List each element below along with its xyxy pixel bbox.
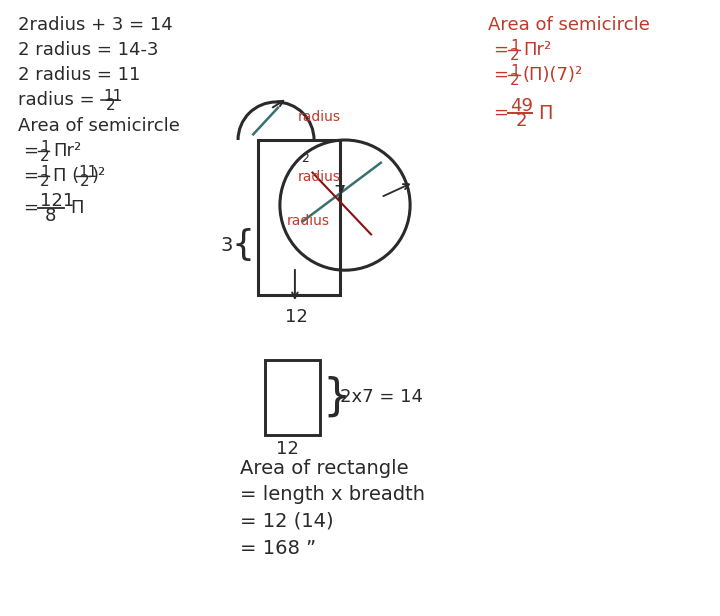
Text: 2 radius = 14-3: 2 radius = 14-3 [18,41,158,59]
Text: 8: 8 [45,207,56,225]
Text: Area of semicircle: Area of semicircle [18,117,180,135]
Text: radius: radius [287,214,330,227]
Text: = 168 ”: = 168 ” [240,538,316,557]
Text: 11: 11 [78,164,97,179]
Text: =: = [23,142,38,160]
Text: 1: 1 [510,39,520,54]
Text: radius: radius [297,170,341,184]
Text: radius: radius [297,110,341,124]
Text: 49: 49 [510,97,533,115]
Text: Area of semicircle: Area of semicircle [488,16,650,34]
Text: (Π)(7)²: (Π)(7)² [523,66,583,84]
Text: =: = [493,104,508,122]
Text: 2: 2 [516,112,528,130]
Text: {: { [232,229,255,262]
Text: 121: 121 [40,192,74,210]
Text: 2: 2 [40,174,50,188]
Text: = 12 (14): = 12 (14) [240,511,333,530]
Text: 1: 1 [510,63,520,78]
Bar [265,360,320,435]
Bar [258,140,340,295]
Text: 2: 2 [510,73,520,87]
Text: 2radius + 3 = 14: 2radius + 3 = 14 [18,16,173,34]
Text: Π (: Π ( [53,167,79,185]
Text: =: = [23,167,38,185]
Text: 2 radius = 11: 2 radius = 11 [18,66,140,84]
Text: Πr²: Πr² [53,142,81,160]
Text: Area of rectangle: Area of rectangle [240,458,409,477]
Text: 1: 1 [40,164,50,179]
Text: 2: 2 [106,97,116,113]
Text: 12: 12 [285,308,307,326]
Text: }: } [322,376,351,419]
Text: =: = [493,41,508,59]
Text: radius =: radius = [18,91,100,109]
Text: 2: 2 [510,47,520,62]
Text: 3: 3 [220,236,233,255]
Text: Π: Π [70,199,84,217]
Text: 2x7 = 14: 2x7 = 14 [340,389,423,407]
Text: Πr²: Πr² [523,41,552,59]
Text: 11: 11 [103,89,122,103]
Text: )²: )² [92,167,107,185]
Text: 1: 1 [40,139,50,155]
Text: = length x breadth: = length x breadth [240,485,425,503]
Text: 12: 12 [276,440,299,458]
Text: 2: 2 [40,148,50,163]
Text: =: = [23,199,38,217]
Text: 2: 2 [80,174,89,188]
Text: Π: Π [538,103,552,123]
Text: 2: 2 [301,152,308,165]
Text: =: = [493,66,508,84]
Text: 7: 7 [333,184,346,203]
